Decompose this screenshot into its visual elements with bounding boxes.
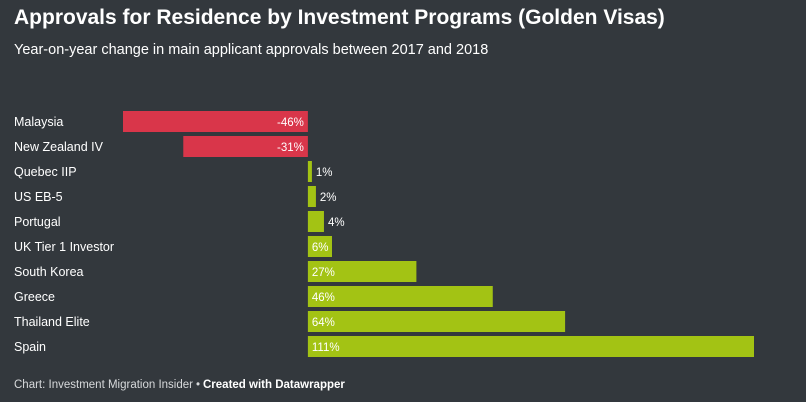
value-label-us-eb-5: 2% bbox=[320, 192, 337, 204]
category-label-spain: Spain bbox=[14, 340, 46, 354]
bar-spain bbox=[307, 336, 754, 357]
chart-title: Approvals for Residence by Investment Pr… bbox=[14, 6, 665, 29]
datawrapper-credit-link[interactable]: Created with Datawrapper bbox=[203, 379, 345, 391]
bar-thailand-elite bbox=[307, 311, 566, 332]
value-label-greece: 46% bbox=[312, 292, 335, 304]
category-label-new-zealand-iv: New Zealand IV bbox=[14, 140, 104, 154]
bar-malaysia bbox=[123, 111, 308, 132]
category-label-thailand-elite: Thailand Elite bbox=[14, 315, 90, 329]
value-label-spain: 111% bbox=[312, 342, 340, 354]
bar-portugal bbox=[307, 211, 324, 232]
category-label-uk-tier-1-investor: UK Tier 1 Investor bbox=[14, 240, 114, 254]
value-label-quebec-iip: 1% bbox=[316, 167, 333, 179]
source-note: Chart: Investment Migration Insider bbox=[14, 379, 193, 391]
footer-separator: • bbox=[195, 379, 200, 391]
value-label-thailand-elite: 64% bbox=[312, 317, 335, 329]
value-label-malaysia: -46% bbox=[277, 117, 304, 129]
value-label-uk-tier-1-investor: 6% bbox=[312, 242, 329, 254]
bar-new-zealand-iv bbox=[183, 136, 308, 157]
bar-quebec-iip bbox=[307, 161, 312, 182]
category-label-portugal: Portugal bbox=[14, 215, 61, 229]
value-label-new-zealand-iv: -31% bbox=[277, 142, 304, 154]
category-label-malaysia: Malaysia bbox=[14, 115, 63, 129]
category-label-us-eb-5: US EB-5 bbox=[14, 190, 63, 204]
chart-subtitle: Year-on-year change in main applicant ap… bbox=[14, 42, 489, 58]
value-label-south-korea: 27% bbox=[312, 267, 335, 279]
category-label-greece: Greece bbox=[14, 290, 55, 304]
bar-south-korea bbox=[307, 261, 417, 282]
bar-uk-tier-1-investor bbox=[307, 236, 332, 257]
value-label-portugal: 4% bbox=[328, 217, 345, 229]
chart-footer: Chart: Investment Migration Insider • Crea… bbox=[14, 379, 345, 391]
category-label-south-korea: South Korea bbox=[14, 265, 84, 279]
bar-greece bbox=[307, 286, 493, 307]
category-label-quebec-iip: Quebec IIP bbox=[14, 165, 77, 179]
bar-us-eb-5 bbox=[307, 186, 316, 207]
